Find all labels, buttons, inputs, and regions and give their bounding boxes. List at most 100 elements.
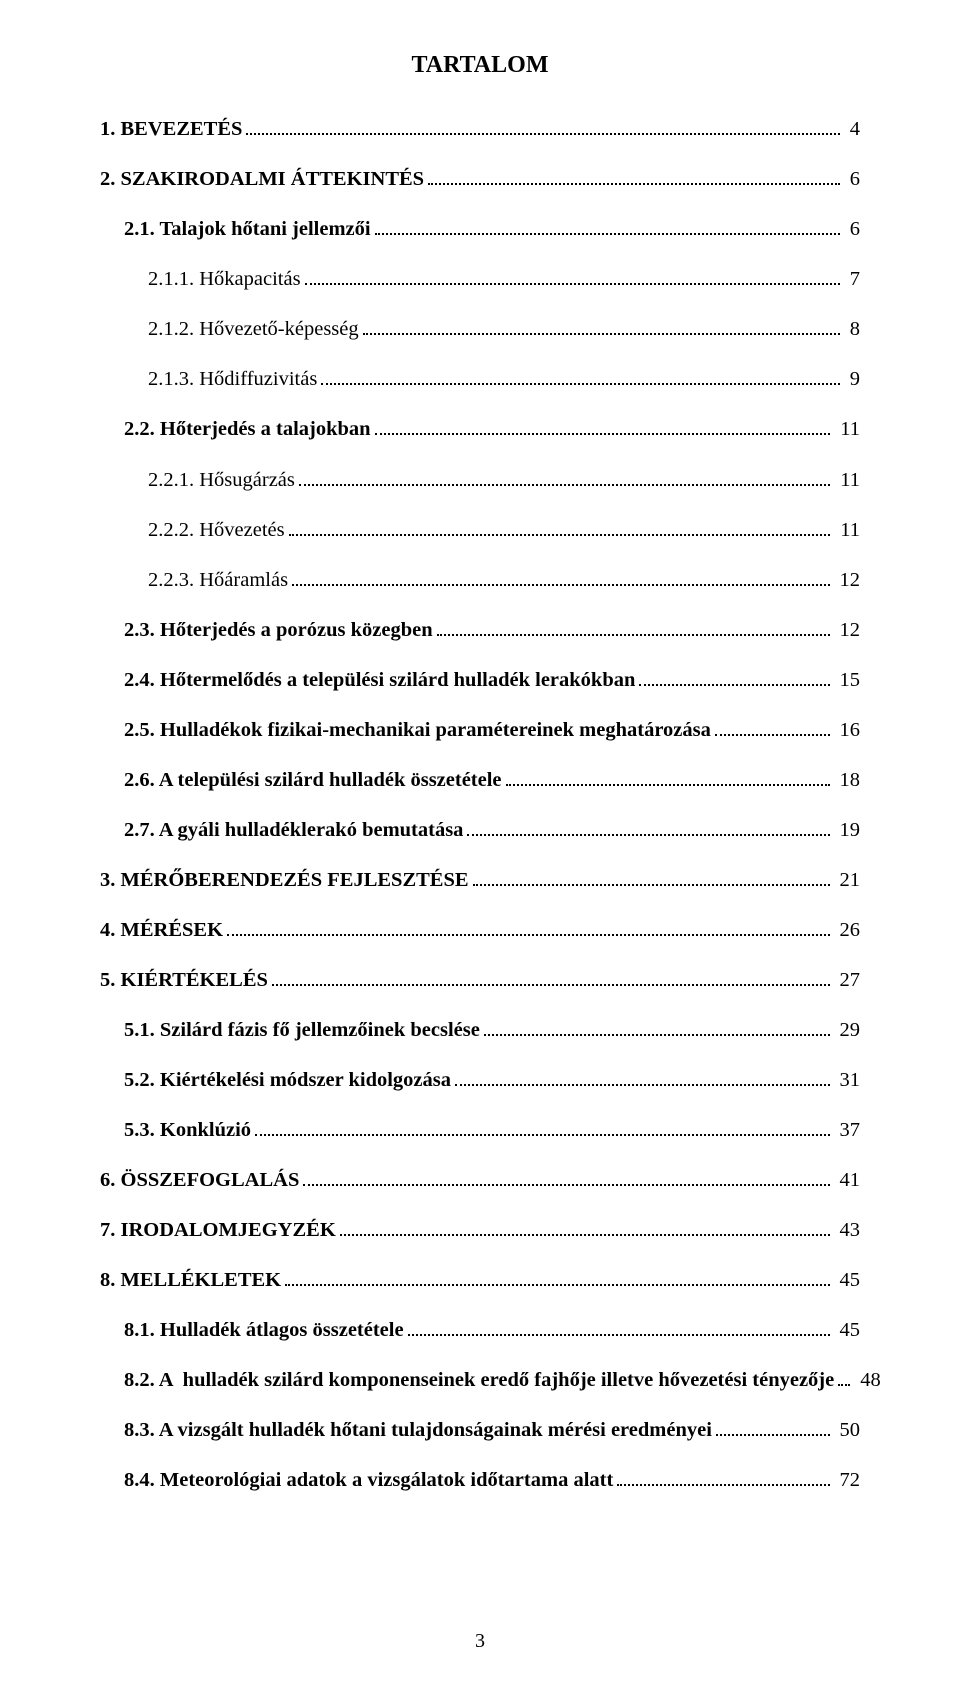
toc-entry-label: 3. MÉRŐBERENDEZÉS FEJLESZTÉSE bbox=[100, 868, 469, 894]
toc-entry-page: 50 bbox=[834, 1418, 861, 1444]
toc-entry: 8.2. A hulladék szilárd komponenseinek e… bbox=[124, 1367, 860, 1393]
toc-entry: 3. MÉRŐBERENDEZÉS FEJLESZTÉSE21 bbox=[100, 867, 860, 893]
toc-leader bbox=[292, 567, 829, 585]
toc-entry-label: 7. IRODALOMJEGYZÉK bbox=[100, 1218, 336, 1244]
toc-leader bbox=[272, 967, 830, 985]
toc-leader bbox=[303, 1167, 829, 1185]
toc-entry: 2.1.2. Hővezető-képesség 8 bbox=[148, 317, 860, 343]
toc-entry: 2.1.1. Hőkapacitás 7 bbox=[148, 267, 860, 293]
toc-entry-label: 2.1.3. Hődiffuzivitás bbox=[148, 367, 317, 393]
toc-entry-page: 18 bbox=[834, 768, 861, 794]
toc-entry-page: 11 bbox=[834, 417, 860, 443]
toc-leader bbox=[437, 617, 830, 635]
toc-leader bbox=[838, 1367, 850, 1385]
toc-entry-page: 15 bbox=[834, 668, 861, 694]
toc-entry: 5. KIÉRTÉKELÉS 27 bbox=[100, 967, 860, 993]
toc-leader bbox=[467, 817, 829, 835]
toc-entry-label: 5.1. Szilárd fázis fő jellemzőinek becsl… bbox=[124, 1018, 480, 1044]
toc-entry-label: 2.3. Hőterjedés a porózus közegben bbox=[124, 618, 433, 644]
toc-leader bbox=[375, 217, 840, 235]
toc-leader bbox=[299, 467, 830, 485]
toc-entry-label: 2.5. Hulladékok fizikai-mechanikai param… bbox=[124, 718, 711, 744]
toc-entry: 2. SZAKIRODALMI ÁTTEKINTÉS 6 bbox=[100, 167, 860, 193]
toc-entry-page: 12 bbox=[834, 618, 861, 644]
toc-entry: 2.7. A gyáli hulladéklerakó bemutatása 19 bbox=[124, 817, 860, 843]
toc-leader bbox=[715, 717, 830, 735]
toc-entry: 8.3. A vizsgált hulladék hőtani tulajdon… bbox=[124, 1417, 860, 1443]
toc-entry: 8.1. Hulladék átlagos összetétele45 bbox=[124, 1317, 860, 1343]
toc-leader bbox=[289, 517, 831, 535]
toc-entry-label: 8.3. A vizsgált hulladék hőtani tulajdon… bbox=[124, 1418, 712, 1444]
toc-entry-label: 2.1. Talajok hőtani jellemzői bbox=[124, 217, 371, 243]
toc-entry: 2.2.3. Hőáramlás 12 bbox=[148, 567, 860, 593]
toc-entry-page: 48 bbox=[854, 1368, 881, 1394]
toc-entry: 2.6. A települési szilárd hulladék össze… bbox=[124, 767, 860, 793]
document-page: TARTALOM 1. BEVEZETÉS 4 2. SZAKIRODALMI ÁT… bbox=[0, 0, 960, 1693]
toc-entry-page: 31 bbox=[834, 1068, 861, 1094]
toc-entry: 2.2. Hőterjedés a talajokban 11 bbox=[124, 417, 860, 443]
toc-entry: 2.1.3. Hődiffuzivitás 9 bbox=[148, 367, 860, 393]
toc-entry: 2.4. Hőtermelődés a települési szilárd h… bbox=[124, 667, 860, 693]
toc-entry-label: 2.4. Hőtermelődés a települési szilárd h… bbox=[124, 668, 635, 694]
toc-entry: 7. IRODALOMJEGYZÉK43 bbox=[100, 1217, 860, 1243]
toc-entry-page: 37 bbox=[834, 1118, 861, 1144]
toc-entry-label: 2.7. A gyáli hulladéklerakó bemutatása bbox=[124, 818, 463, 844]
toc-entry-label: 2. SZAKIRODALMI ÁTTEKINTÉS bbox=[100, 167, 424, 193]
toc-leader bbox=[506, 767, 830, 785]
toc-entry-label: 2.2.2. Hővezetés bbox=[148, 518, 285, 544]
toc-entry: 1. BEVEZETÉS 4 bbox=[100, 117, 860, 143]
toc-leader bbox=[428, 167, 840, 185]
toc-entry: 2.2.2. Hővezetés 11 bbox=[148, 517, 860, 543]
toc-entry-page: 16 bbox=[834, 718, 861, 744]
toc-entry-label: 8. MELLÉKLETEK bbox=[100, 1268, 281, 1294]
toc-entry: 2.3. Hőterjedés a porózus közegben 12 bbox=[124, 617, 860, 643]
toc-entry-page: 11 bbox=[834, 518, 860, 544]
toc-entry: 5.2. Kiértékelési módszer kidolgozása31 bbox=[124, 1067, 860, 1093]
toc-entry-label: 5. KIÉRTÉKELÉS bbox=[100, 968, 268, 994]
toc-entry-page: 12 bbox=[834, 568, 861, 594]
toc-entry-label: 1. BEVEZETÉS bbox=[100, 117, 242, 143]
toc-entry: 5.3. Konklúzió 37 bbox=[124, 1117, 860, 1143]
toc-entry-page: 8 bbox=[844, 317, 860, 343]
toc-entry-page: 7 bbox=[844, 267, 860, 293]
toc-entry: 6. ÖSSZEFOGLALÁS41 bbox=[100, 1167, 860, 1193]
toc-leader bbox=[484, 1017, 830, 1035]
toc-entry-label: 4. MÉRÉSEK bbox=[100, 918, 223, 944]
toc-entry: 2.5. Hulladékok fizikai-mechanikai param… bbox=[124, 717, 860, 743]
toc-leader bbox=[375, 417, 831, 435]
toc-entry: 5.1. Szilárd fázis fő jellemzőinek becsl… bbox=[124, 1017, 860, 1043]
toc-leader bbox=[617, 1467, 829, 1485]
toc-leader bbox=[716, 1417, 830, 1435]
toc-entry-label: 2.1.2. Hővezető-képesség bbox=[148, 317, 359, 343]
toc-entry-page: 19 bbox=[834, 818, 861, 844]
toc-entry-page: 6 bbox=[844, 167, 860, 193]
toc-entry-label: 2.1.1. Hőkapacitás bbox=[148, 267, 301, 293]
toc-entry-label: 2.2.1. Hősugárzás bbox=[148, 468, 295, 494]
toc-entry-label: 8.4. Meteorológiai adatok a vizsgálatok … bbox=[124, 1468, 613, 1494]
toc-leader bbox=[455, 1067, 829, 1085]
toc-leader bbox=[408, 1317, 830, 1335]
toc-entry-page: 4 bbox=[844, 117, 860, 143]
toc-leader bbox=[285, 1267, 829, 1285]
toc-entry-label: 8.1. Hulladék átlagos összetétele bbox=[124, 1318, 404, 1344]
toc-entry-page: 26 bbox=[834, 918, 861, 944]
toc-entry-label: 6. ÖSSZEFOGLALÁS bbox=[100, 1168, 299, 1194]
toc-entry-page: 11 bbox=[834, 468, 860, 494]
page-number: 3 bbox=[0, 1630, 960, 1653]
table-of-contents: 1. BEVEZETÉS 4 2. SZAKIRODALMI ÁTTEKINTÉS 6… bbox=[100, 117, 860, 1493]
toc-leader bbox=[340, 1217, 830, 1235]
toc-leader bbox=[305, 267, 840, 285]
toc-leader bbox=[639, 667, 829, 685]
toc-entry-page: 9 bbox=[844, 367, 860, 393]
toc-entry-page: 27 bbox=[834, 968, 861, 994]
toc-leader bbox=[227, 917, 829, 935]
toc-entry-label: 2.2.3. Hőáramlás bbox=[148, 568, 288, 594]
toc-leader bbox=[321, 367, 839, 385]
toc-entry-label: 5.3. Konklúzió bbox=[124, 1118, 251, 1144]
toc-leader bbox=[473, 867, 830, 885]
toc-entry-label: 2.2. Hőterjedés a talajokban bbox=[124, 417, 371, 443]
page-title: TARTALOM bbox=[100, 52, 860, 79]
toc-entry-label: 2.6. A települési szilárd hulladék össze… bbox=[124, 768, 502, 794]
toc-entry: 2.1. Talajok hőtani jellemzői6 bbox=[124, 217, 860, 243]
toc-entry-page: 29 bbox=[834, 1018, 861, 1044]
